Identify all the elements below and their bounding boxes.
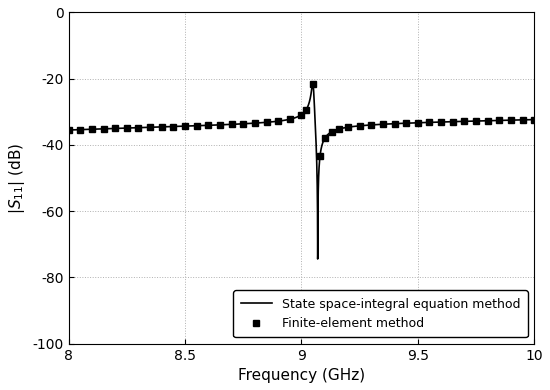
Finite-element method (158, 125, 165, 129)
Finite-element method (438, 120, 444, 124)
Finite-element method (310, 82, 316, 87)
Finite-element method (298, 112, 305, 117)
Finite-element method (403, 121, 410, 126)
Finite-element method (519, 117, 526, 122)
Finite-element method (321, 136, 328, 141)
State space-integral equation method (345, 125, 351, 129)
Finite-element method (449, 119, 456, 124)
State space-integral equation method (150, 125, 157, 129)
State space-integral equation method (310, 81, 316, 86)
Finite-element method (228, 122, 235, 127)
Finite-element method (508, 118, 514, 122)
Finite-element method (124, 126, 130, 131)
Legend: State space-integral equation method, Finite-element method: State space-integral equation method, Fi… (233, 290, 528, 337)
Finite-element method (345, 125, 351, 129)
Finite-element method (485, 119, 491, 123)
Finite-element method (205, 123, 212, 128)
Y-axis label: $|S_{11}|$ (dB): $|S_{11}|$ (dB) (7, 142, 27, 214)
Finite-element method (147, 125, 153, 130)
State space-integral equation method (368, 122, 375, 127)
Finite-element method (240, 121, 246, 126)
Finite-element method (263, 120, 270, 125)
Finite-element method (65, 128, 72, 132)
Finite-element method (100, 126, 107, 131)
Line: Finite-element method: Finite-element method (65, 81, 537, 159)
Finite-element method (89, 127, 95, 131)
Finite-element method (391, 121, 398, 126)
State space-integral equation method (315, 257, 321, 261)
Finite-element method (328, 129, 335, 134)
Finite-element method (336, 127, 342, 131)
Finite-element method (135, 126, 142, 130)
Finite-element method (368, 122, 375, 127)
Finite-element method (217, 122, 223, 127)
State space-integral equation method (531, 117, 537, 122)
Finite-element method (303, 107, 310, 112)
Finite-element method (473, 119, 480, 123)
State space-integral equation method (413, 121, 420, 125)
Finite-element method (531, 117, 537, 122)
Finite-element method (182, 124, 188, 129)
State space-integral equation method (448, 119, 455, 124)
Finite-element method (194, 123, 200, 128)
Finite-element method (251, 121, 258, 126)
Finite-element method (426, 120, 433, 125)
Line: State space-integral equation method: State space-integral equation method (69, 83, 534, 259)
Finite-element method (379, 122, 386, 127)
Finite-element method (461, 119, 468, 124)
Finite-element method (356, 124, 363, 128)
Finite-element method (112, 126, 118, 131)
Finite-element method (317, 153, 323, 158)
Finite-element method (415, 121, 421, 125)
X-axis label: Frequency (GHz): Frequency (GHz) (238, 368, 365, 383)
Finite-element method (287, 117, 293, 122)
Finite-element method (170, 124, 177, 129)
Finite-element method (77, 127, 84, 132)
Finite-element method (496, 118, 503, 123)
Finite-element method (275, 119, 282, 124)
State space-integral equation method (65, 128, 72, 132)
State space-integral equation method (243, 121, 250, 126)
